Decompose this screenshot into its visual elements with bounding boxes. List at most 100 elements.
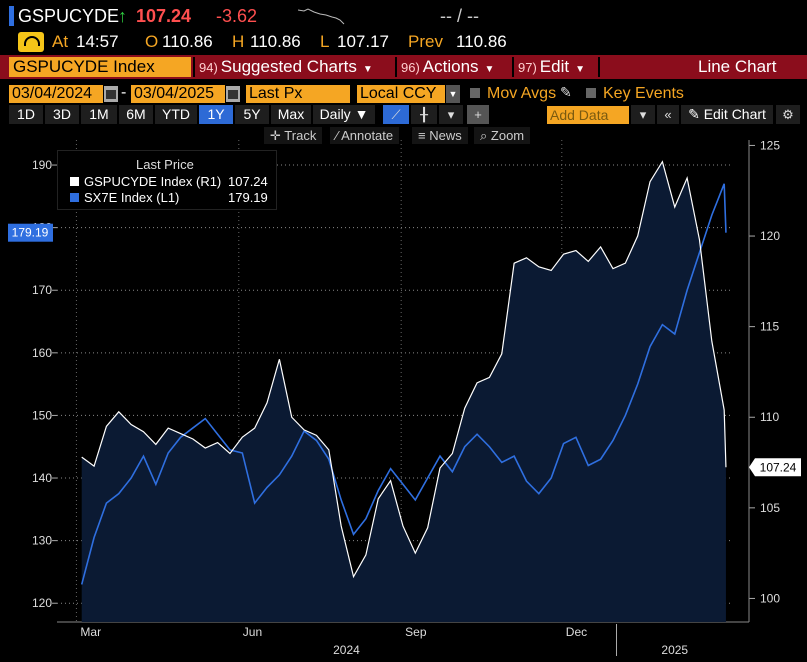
bar-chart-icon[interactable]: ╂ xyxy=(411,105,437,124)
up-arrow-icon: ↑ xyxy=(118,6,127,26)
actions-number: 96) xyxy=(401,60,420,75)
currency-select[interactable]: Local CCY xyxy=(357,85,445,103)
mov-avgs-label[interactable]: Mov Avgs xyxy=(487,85,557,102)
zoom-tool[interactable]: ⌕ Zoom xyxy=(474,127,531,144)
legend-swatch xyxy=(70,193,79,202)
high-label: H xyxy=(232,32,245,51)
line-chart: 1201301401501601701801901001051101151201… xyxy=(8,138,801,657)
price-change: -3.62 xyxy=(216,6,258,26)
period-ytd[interactable]: YTD xyxy=(155,105,197,124)
key-events-label[interactable]: Key Events xyxy=(603,85,684,102)
frequency-select[interactable]: Daily ▼ xyxy=(313,105,375,124)
period-6m[interactable]: 6M xyxy=(119,105,153,124)
quote-bar: GSPUCYDE ↑ 107.24 -3.62 -- / -- xyxy=(0,0,807,30)
news-label: News xyxy=(429,128,462,143)
ohlc-bar: At 14:57 O 110.86 H 110.86 L 107.17 Prev… xyxy=(0,30,807,54)
right-tick-label: 105 xyxy=(760,501,780,515)
menu-bar: GSPUCYDE Index 94) Suggested Charts ▼ 96) A… xyxy=(0,55,807,79)
controls-bar: 03/04/2024 - 03/04/2025 Last Px Local CC… xyxy=(0,83,807,105)
date-separator: - xyxy=(121,84,127,101)
suggested-charts-menu[interactable]: 94) Suggested Charts ▼ xyxy=(199,55,373,79)
last-value-tag-right: 107.24 xyxy=(749,458,801,477)
edit-menu[interactable]: 97) Edit ▼ xyxy=(518,55,585,79)
calendar-icon[interactable] xyxy=(104,86,118,102)
series-line-sx7e xyxy=(80,183,727,585)
period-1m[interactable]: 1M xyxy=(81,105,117,124)
magnifier-icon: ⌕ xyxy=(480,128,488,143)
series-area-fill xyxy=(81,161,726,622)
menu-divider xyxy=(193,57,195,77)
x-month-label: Dec xyxy=(566,625,587,639)
suggested-charts-number: 94) xyxy=(199,60,218,75)
field-select[interactable]: Last Px xyxy=(246,85,350,103)
pencil-icon[interactable]: ✎ xyxy=(560,84,572,100)
right-tick-label: 120 xyxy=(760,229,780,243)
period-max[interactable]: Max xyxy=(271,105,311,124)
at-label: At xyxy=(52,32,69,51)
bid-ask: -- / -- xyxy=(440,6,479,26)
chevron-down-icon: ▼ xyxy=(354,106,369,122)
open-label: O xyxy=(145,32,159,51)
legend-swatch xyxy=(70,177,79,186)
key-events-checkbox[interactable] xyxy=(586,88,596,98)
last-value-tag-left: 179.19 xyxy=(8,223,53,242)
x-month-label: Jun xyxy=(243,625,262,639)
track-label: Track xyxy=(284,128,317,143)
left-value-tag-bg xyxy=(8,223,53,242)
left-tick-label: 150 xyxy=(32,408,52,422)
left-tick-label: 190 xyxy=(32,158,52,172)
chart-legend: Last Price GSPUCYDE Index (R1) 107.24 SX… xyxy=(57,150,277,210)
quote-time: 14:57 xyxy=(76,32,119,51)
annotate-label: Annotate xyxy=(341,128,394,143)
edit-number: 97) xyxy=(518,60,537,75)
chevron-down-icon: ▼ xyxy=(362,64,373,75)
chart-tools: ✛ Track ∕ Annotate ≡ News ⌕ Zoom xyxy=(0,127,807,145)
menu-divider xyxy=(598,57,600,77)
security-field[interactable]: GSPUCYDE Index xyxy=(9,57,191,77)
collapse-icon[interactable]: « xyxy=(657,105,679,124)
suggested-charts-label: Suggested Charts xyxy=(220,57,357,76)
x-year-label: 2024 xyxy=(333,643,360,657)
add-data-input[interactable]: Add Data xyxy=(547,106,629,124)
last-price: 107.24 xyxy=(136,6,192,26)
period-3d[interactable]: 3D xyxy=(45,105,79,124)
chart-type-label[interactable]: Line Chart xyxy=(698,57,777,76)
actions-menu[interactable]: 96) Actions ▼ xyxy=(401,55,494,79)
ticker-symbol: GSPUCYDE xyxy=(18,6,120,26)
period-5y[interactable]: 5Y xyxy=(235,105,269,124)
pencil-icon: ✎ xyxy=(688,106,700,122)
chevron-down-icon[interactable]: ▼ xyxy=(446,85,460,103)
edit-label: Edit xyxy=(539,57,570,76)
menu-divider xyxy=(395,57,397,77)
sparkline-icon xyxy=(298,8,345,25)
annotate-tool[interactable]: ∕ Annotate xyxy=(330,127,400,144)
line-chart-icon[interactable]: ⟋ xyxy=(383,105,409,124)
chevron-down-icon: ▼ xyxy=(484,64,495,75)
edit-chart-button[interactable]: ✎ Edit Chart xyxy=(681,105,773,124)
chevron-down-icon: ▼ xyxy=(575,64,585,75)
mov-avgs-checkbox[interactable] xyxy=(470,88,480,98)
edit-chart-label: Edit Chart xyxy=(703,106,766,122)
news-tool[interactable]: ≡ News xyxy=(412,127,468,144)
chevron-down-icon[interactable]: ▾ xyxy=(631,105,655,124)
legend-title: Last Price xyxy=(136,157,194,172)
legend-name: GSPUCYDE Index (R1) xyxy=(84,174,222,189)
low-label: L xyxy=(320,32,330,51)
period-1d[interactable]: 1D xyxy=(9,105,43,124)
prev-value: 110.86 xyxy=(456,32,507,51)
period-1y[interactable]: 1Y xyxy=(199,105,233,124)
gear-icon[interactable]: ⚙ xyxy=(776,105,800,124)
left-tick-label: 130 xyxy=(32,534,52,548)
end-date-input[interactable]: 03/04/2025 xyxy=(131,85,225,103)
start-date-input[interactable]: 03/04/2024 xyxy=(9,85,103,103)
x-month-label: Mar xyxy=(80,625,101,639)
chevron-down-icon[interactable]: ▾ xyxy=(439,105,463,124)
left-tick-label: 120 xyxy=(32,596,52,610)
right-value-tag-bg xyxy=(749,458,801,477)
pencil-icon: ∕ xyxy=(336,128,339,143)
right-tick-label: 125 xyxy=(760,138,780,152)
track-tool[interactable]: ✛ Track xyxy=(264,127,323,144)
x-month-label: Sep xyxy=(405,625,427,639)
plus-icon[interactable]: + xyxy=(467,105,489,124)
calendar-icon[interactable] xyxy=(226,86,240,102)
